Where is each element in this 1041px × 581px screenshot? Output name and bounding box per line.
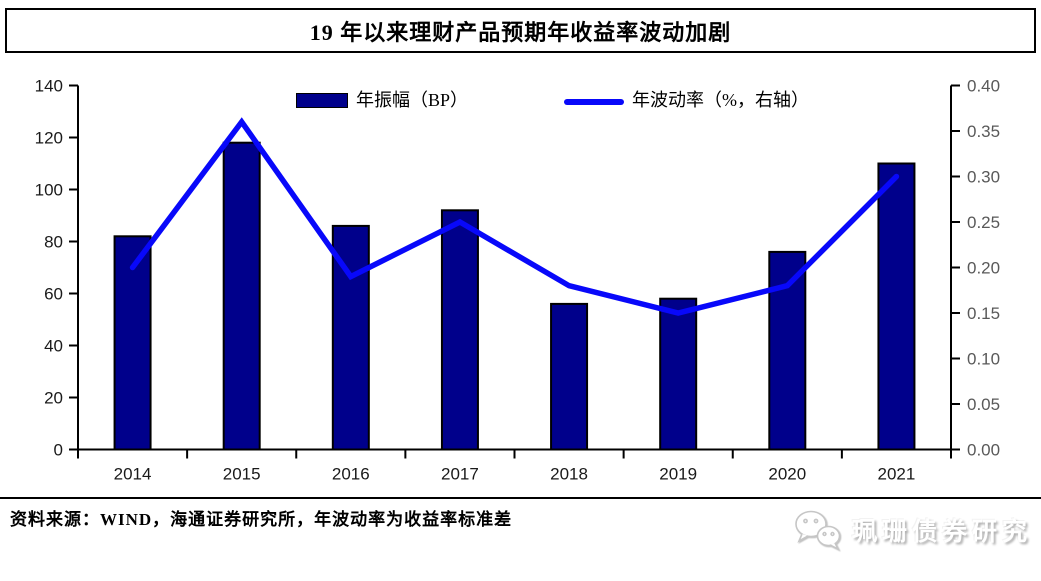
watermark-text: 珮珊债券研究 (852, 519, 1033, 546)
right-axis-tick-label: 0.00 (967, 441, 1000, 460)
bar-2017 (440, 209, 479, 451)
left-axis-tick-label: 40 (44, 337, 63, 356)
title-box: 19 年以来理财产品预期年收益率波动加剧 (5, 8, 1036, 53)
left-axis-tick-label: 20 (44, 389, 63, 408)
legend-bar-swatch (296, 92, 348, 108)
bar-2014 (113, 235, 152, 451)
x-axis-tick-label: 2019 (659, 465, 697, 484)
left-axis-tick-label: 60 (44, 285, 63, 304)
chart-canvas: 0 20 40 60 80 100 120 140 0.00 0.05 0.10 0.15 0.20 0.… (35, 77, 1000, 484)
right-axis-tick-label: 0.25 (967, 213, 1000, 232)
x-axis-tick-label: 2021 (878, 465, 916, 484)
bar-2021 (877, 162, 916, 451)
legend: 年振幅（BP） 年波动率（%，右轴） (296, 86, 809, 112)
left-axis-tick-label: 140 (35, 77, 63, 96)
x-axis-tick-label: 2018 (550, 465, 588, 484)
axis-frame (77, 85, 952, 451)
x-axis-tick-label: 2016 (332, 465, 370, 484)
right-axis-tick-label: 0.35 (967, 122, 1000, 141)
right-axis-tick-label: 0.10 (967, 350, 1000, 369)
x-axis-tick-label: 2014 (114, 465, 152, 484)
bar-2018 (550, 302, 589, 451)
source-note: 资料来源：WIND，海通证券研究所，年波动率为收益率标准差 (10, 510, 513, 529)
legend-line-swatch (564, 98, 625, 105)
right-axis-tick-label: 0.15 (967, 304, 1000, 323)
left-axis-tick-label: 100 (35, 181, 63, 200)
right-axis-tick-label: 0.40 (967, 77, 1000, 96)
bar-2019 (659, 297, 698, 451)
x-axis-tick-label: 2017 (441, 465, 479, 484)
watermark: 珮珊债券研究 (792, 508, 1032, 552)
footer-divider (0, 497, 1041, 499)
bar-2015 (222, 141, 261, 451)
x-axis-tick-label: 2015 (223, 465, 261, 484)
left-axis-tick-label: 0 (54, 441, 63, 460)
x-axis-tick-label: 2020 (768, 465, 806, 484)
left-axis-tick-label: 120 (35, 129, 63, 148)
right-axis-tick-label: 0.30 (967, 168, 1000, 187)
legend-bar-label: 年振幅（BP） (356, 90, 469, 110)
chart-title: 19 年以来理财产品预期年收益率波动加剧 (309, 19, 732, 45)
wechat-icon (795, 510, 841, 551)
bar-2020 (768, 250, 807, 451)
legend-line-label: 年波动率（%，右轴） (632, 90, 810, 110)
volatility-line (129, 117, 900, 316)
left-axis-tick-label: 80 (44, 233, 63, 252)
right-axis-tick-label: 0.05 (967, 395, 1000, 414)
right-axis-tick-label: 0.20 (967, 259, 1000, 278)
